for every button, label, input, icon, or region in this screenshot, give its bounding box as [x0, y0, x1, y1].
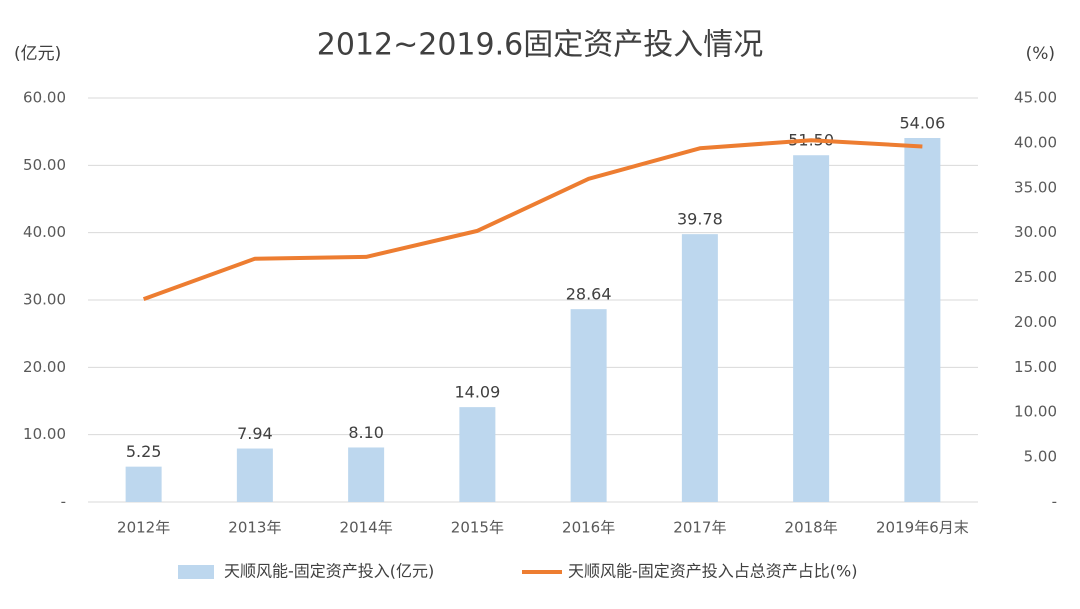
y-tick-label: 50.00: [23, 156, 66, 174]
y2-tick-label: 25.00: [1014, 268, 1057, 286]
data-label: 39.78: [677, 210, 723, 229]
y2-tick-label: 20.00: [1014, 313, 1057, 331]
bar: [793, 155, 830, 502]
x-tick-label: 2012年: [117, 519, 170, 537]
data-label: 8.10: [348, 423, 384, 442]
bar: [125, 466, 162, 502]
bar: [681, 234, 718, 502]
y2-tick-label: 45.00: [1014, 89, 1057, 107]
data-label: 54.06: [899, 113, 945, 132]
bar: [459, 407, 496, 502]
data-label: 28.64: [566, 285, 612, 304]
y-tick-label: 20.00: [23, 358, 66, 376]
y-axis-label: (亿元): [14, 44, 61, 64]
legend-label: 天顺风能-固定资产投入(亿元): [224, 562, 434, 581]
y-tick-label: 10.00: [23, 425, 66, 443]
data-label: 14.09: [454, 383, 500, 402]
y2-tick-label: 40.00: [1014, 133, 1057, 151]
y2-axis-label: (%): [1026, 44, 1055, 64]
y2-tick-label: 35.00: [1014, 178, 1057, 196]
y2-tick-label: 15.00: [1014, 358, 1057, 376]
bar: [904, 137, 941, 502]
bar: [570, 309, 607, 502]
y-tick-label: 40.00: [23, 223, 66, 241]
y-tick-label: 30.00: [23, 291, 66, 309]
bar: [236, 448, 273, 502]
legend-label: 天顺风能-固定资产投入占总资产占比(%): [568, 562, 857, 581]
y2-tick-label: 5.00: [1024, 448, 1057, 466]
y2-tick-label: 30.00: [1014, 223, 1057, 241]
x-tick-label: 2019年6月末: [876, 519, 969, 537]
x-tick-label: 2016年: [562, 519, 615, 537]
legend-swatch: [178, 565, 214, 579]
y-tick-label: -: [61, 493, 66, 511]
data-label: 5.25: [126, 442, 162, 461]
x-tick-label: 2013年: [228, 519, 281, 537]
y2-tick-label: 10.00: [1014, 403, 1057, 421]
line: [142, 138, 923, 301]
x-tick-label: 2017年: [673, 519, 726, 537]
data-label: 7.94: [237, 424, 273, 443]
bar: [348, 447, 385, 502]
x-tick-label: 2018年: [785, 519, 838, 537]
y-tick-label: 60.00: [23, 89, 66, 107]
x-tick-label: 2015年: [451, 519, 504, 537]
chart-title: 2012~2019.6固定资产投入情况: [317, 28, 763, 63]
y2-tick-label: -: [1052, 493, 1057, 511]
x-tick-label: 2014年: [340, 519, 393, 537]
